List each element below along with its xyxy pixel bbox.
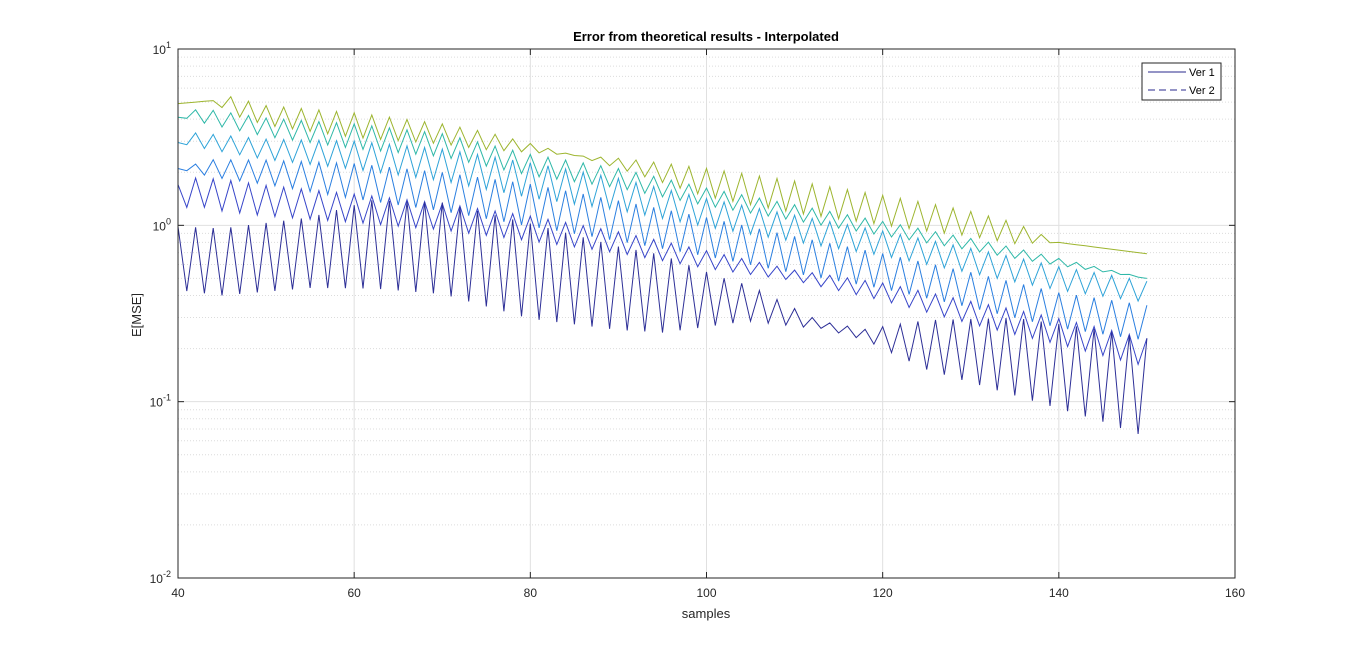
legend-box bbox=[1141, 62, 1222, 101]
legend: Ver 1 Ver 2 bbox=[1141, 62, 1222, 101]
series-layer bbox=[177, 95, 1148, 435]
series-line-1 bbox=[177, 95, 1147, 255]
grid bbox=[177, 48, 1236, 579]
x-axis-label: samples bbox=[682, 606, 731, 621]
series-line-4 bbox=[177, 158, 1148, 340]
chart-title: Error from theoretical results - Interpo… bbox=[573, 29, 839, 44]
series-line-2 bbox=[177, 109, 1147, 279]
x-tick-label: 120 bbox=[873, 586, 893, 600]
y-axis-label: E[MSE] bbox=[129, 293, 144, 337]
series-line-6 bbox=[177, 200, 1148, 435]
x-tick-label: 80 bbox=[524, 586, 538, 600]
y-tick-label: 10-1 bbox=[150, 393, 171, 410]
y-tick-label: 100 bbox=[153, 216, 171, 233]
series-line-5 bbox=[177, 176, 1148, 367]
y-tick-label: 10-2 bbox=[150, 569, 171, 586]
x-tick-label: 60 bbox=[347, 586, 361, 600]
x-tick-label: 40 bbox=[171, 586, 185, 600]
ticks: 40 60 80 100 120 140 160 101 100 10-1 10-2 bbox=[150, 40, 1246, 600]
x-tick-label: 140 bbox=[1049, 586, 1069, 600]
x-tick-label: 100 bbox=[696, 586, 716, 600]
y-tick-label: 101 bbox=[153, 40, 171, 57]
x-tick-label: 160 bbox=[1225, 586, 1245, 600]
series-line-3 bbox=[177, 131, 1148, 303]
legend-label-ver2: Ver 2 bbox=[1189, 85, 1215, 97]
legend-label-ver1: Ver 1 bbox=[1189, 67, 1215, 79]
